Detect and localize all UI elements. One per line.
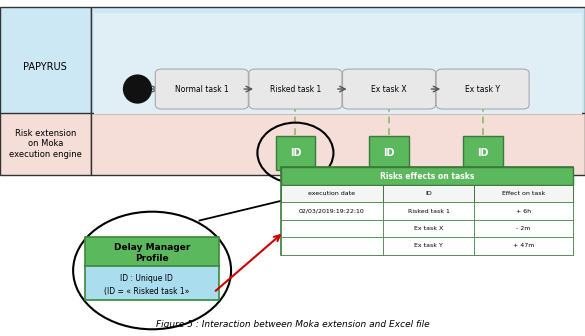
FancyBboxPatch shape — [155, 69, 248, 109]
Text: Delay Manager
Profile: Delay Manager Profile — [114, 243, 190, 262]
FancyBboxPatch shape — [281, 167, 573, 185]
FancyBboxPatch shape — [85, 237, 219, 268]
FancyBboxPatch shape — [94, 13, 582, 114]
FancyBboxPatch shape — [436, 69, 529, 109]
FancyBboxPatch shape — [474, 220, 573, 237]
Text: Risked task 1: Risked task 1 — [408, 209, 449, 213]
FancyBboxPatch shape — [91, 113, 585, 175]
FancyBboxPatch shape — [281, 220, 383, 237]
FancyBboxPatch shape — [281, 202, 383, 220]
Text: 02/03/2019:19:22:10: 02/03/2019:19:22:10 — [299, 209, 365, 213]
Text: PAPYRUS: PAPYRUS — [23, 62, 67, 72]
FancyBboxPatch shape — [249, 69, 342, 109]
Text: Risk extension
on Moka
execution engine: Risk extension on Moka execution engine — [9, 129, 82, 159]
Text: Ex task Y: Ex task Y — [465, 85, 500, 93]
FancyBboxPatch shape — [91, 7, 585, 128]
FancyBboxPatch shape — [276, 135, 315, 170]
Text: execution date: execution date — [308, 191, 356, 196]
Text: ID: ID — [477, 148, 488, 158]
Ellipse shape — [73, 212, 231, 329]
FancyBboxPatch shape — [474, 237, 573, 255]
FancyBboxPatch shape — [463, 135, 503, 170]
Text: + 47m: + 47m — [513, 244, 534, 248]
Text: ID : Unique ID: ID : Unique ID — [120, 274, 173, 283]
Text: ID: ID — [383, 148, 395, 158]
FancyBboxPatch shape — [369, 135, 409, 170]
FancyBboxPatch shape — [474, 202, 573, 220]
FancyBboxPatch shape — [383, 185, 474, 202]
Text: (ID = « Risked task 1»: (ID = « Risked task 1» — [104, 287, 189, 296]
FancyBboxPatch shape — [0, 7, 91, 128]
Text: + 6h: + 6h — [516, 209, 531, 213]
Text: - 2m: - 2m — [517, 226, 531, 231]
Text: Effect on task: Effect on task — [502, 191, 545, 196]
FancyBboxPatch shape — [281, 237, 383, 255]
Text: Risks effects on tasks: Risks effects on tasks — [380, 172, 474, 180]
FancyBboxPatch shape — [281, 167, 573, 255]
FancyBboxPatch shape — [383, 220, 474, 237]
Text: Figure 5 : Interaction between Moka extension and Excel file: Figure 5 : Interaction between Moka exte… — [156, 320, 429, 329]
FancyBboxPatch shape — [474, 185, 573, 202]
Text: Ex task X: Ex task X — [414, 226, 443, 231]
Ellipse shape — [123, 74, 152, 104]
Text: Ex task Y: Ex task Y — [414, 244, 443, 248]
Text: ID: ID — [290, 148, 301, 158]
Text: Risked task 1: Risked task 1 — [270, 85, 321, 93]
FancyBboxPatch shape — [85, 266, 219, 300]
FancyBboxPatch shape — [0, 113, 91, 175]
Text: Normal task 1: Normal task 1 — [175, 85, 229, 93]
Text: ID: ID — [425, 191, 432, 196]
FancyBboxPatch shape — [343, 69, 435, 109]
FancyBboxPatch shape — [281, 185, 383, 202]
FancyBboxPatch shape — [383, 237, 474, 255]
FancyBboxPatch shape — [383, 202, 474, 220]
Text: Ex task X: Ex task X — [371, 85, 407, 93]
